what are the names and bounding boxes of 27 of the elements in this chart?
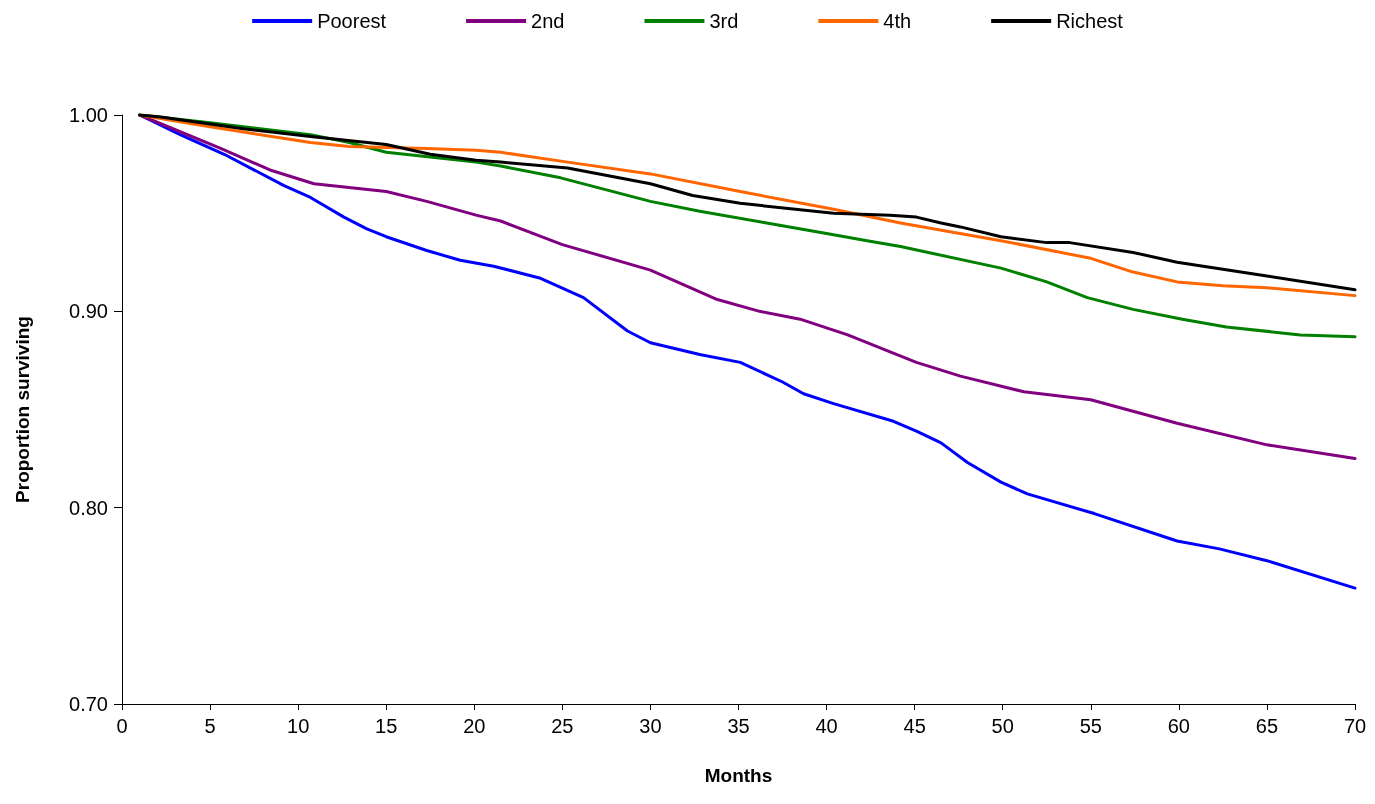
x-tick-label: 40 — [815, 715, 838, 737]
x-tick-label: 35 — [727, 715, 750, 737]
x-tick-label: 10 — [287, 715, 310, 737]
x-tick-label: 0 — [116, 715, 128, 737]
legend-label: 2nd — [531, 10, 565, 32]
x-tick-label: 70 — [1343, 715, 1367, 737]
y-tick-label: 0.80 — [69, 496, 108, 519]
line-series — [138, 113, 1357, 461]
legend-label: 4th — [883, 10, 912, 32]
x-tick-label: 20 — [463, 715, 486, 737]
legend-label: 3rd — [709, 10, 739, 32]
y-axis-title: Proportion surviving — [12, 316, 33, 503]
x-axis-title: Months — [704, 765, 773, 786]
x-tick-label: 15 — [375, 715, 398, 737]
x-tick-label: 55 — [1079, 715, 1102, 737]
y-tick-label: 1.00 — [69, 104, 108, 126]
x-tick-label: 25 — [551, 715, 574, 737]
x-tick-label: 65 — [1255, 715, 1279, 737]
x-tick-label: 60 — [1167, 715, 1190, 737]
y-tick-label: 0.90 — [69, 300, 108, 323]
x-tick-label: 5 — [204, 715, 216, 737]
x-tick-label: 50 — [991, 715, 1014, 737]
x-tick-label: 30 — [639, 715, 662, 737]
legend-label: Poorest — [317, 10, 387, 32]
y-tick-label: 0.70 — [69, 693, 108, 715]
x-tick-label: 45 — [903, 715, 926, 737]
legend-label: Richest — [1056, 10, 1124, 32]
